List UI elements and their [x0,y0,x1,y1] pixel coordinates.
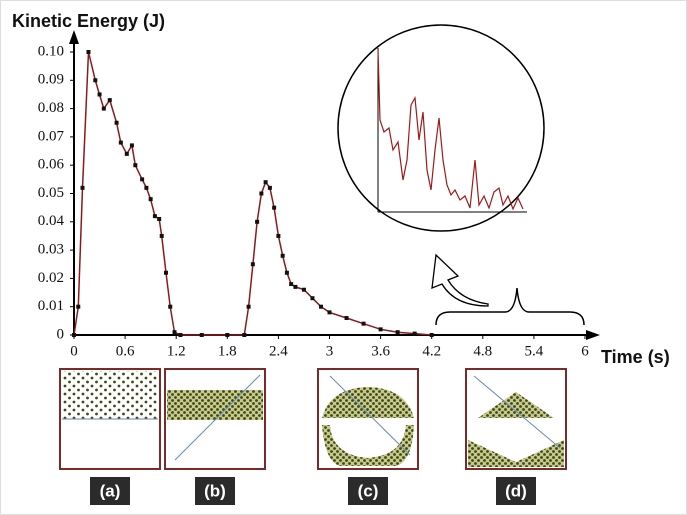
zoom-circle [337,24,545,232]
x-tick-label: 0 [70,343,78,359]
data-point [114,120,119,125]
x-tick-label: 5.4 [525,343,544,359]
data-point [133,163,138,168]
data-point [140,177,145,182]
data-point [280,253,285,258]
y-tick-label: 0.09 [38,72,64,88]
data-point [76,304,81,309]
panel-label-box [348,477,388,505]
x-tick-label: 2.4 [269,343,288,359]
x-tick-label: 0.6 [116,343,135,359]
panel-label-box [195,477,235,505]
data-point [259,191,264,196]
y-tick-label: 0.02 [38,270,64,286]
panel-c [317,368,419,470]
data-point [118,140,123,145]
data-point [344,316,349,321]
panel-b [164,368,266,470]
y-tick-label: 0.08 [38,100,64,116]
data-point [250,262,255,267]
data-point [152,214,157,219]
data-point [242,333,247,337]
data-point [255,219,260,224]
panel-label-box [496,477,536,505]
bracket [435,287,585,326]
data-point [178,333,183,337]
data-point [157,216,162,221]
data-point [107,98,112,103]
data-point [301,287,306,292]
data-point [272,205,277,210]
x-tick-label: 3 [326,343,334,359]
data-point [129,143,134,148]
panel-a [59,368,161,470]
x-tick-label: 4.8 [473,343,492,359]
data-point [284,270,289,275]
data-point [80,185,85,190]
data-point [148,197,153,202]
data-point [276,233,281,238]
data-point [199,333,204,337]
y-tick-label: 0.05 [38,185,64,201]
data-point [310,296,315,301]
panel-d [465,368,567,470]
data-point [163,270,168,275]
data-point [172,330,177,335]
data-point [293,284,298,289]
data-point [225,333,230,337]
y-tick-label: 0 [57,326,65,342]
data-point [144,185,149,190]
zoom-curve [377,49,524,211]
x-tick-label: 4.2 [422,343,441,359]
panel-label-box [90,477,130,505]
data-point [412,331,417,336]
y-tick-label: 0.07 [38,128,65,144]
data-point [361,321,366,326]
data-point [327,310,332,315]
data-point [168,304,173,309]
y-tick-label: 0.04 [38,213,65,229]
y-arrow [69,30,79,44]
x-tick-label: 3.6 [371,343,390,359]
data-point [93,78,98,83]
panel-label: (c) [358,481,379,500]
panel-label: (d) [505,481,527,500]
zoom-arrow [431,253,489,307]
data-point [429,333,434,337]
data-point [378,327,383,332]
x-tick-label: 1.8 [218,343,237,359]
y-tick-label: 0.06 [38,157,65,173]
data-point [267,185,272,190]
chart-title: Kinetic Energy (J) [12,11,165,31]
data-point [72,333,76,337]
data-point [395,330,400,335]
x-tick-label: 1.2 [167,343,186,359]
x-arrow [586,330,600,340]
data-point [159,233,164,238]
y-tick-label: 0.10 [38,43,64,59]
data-point [263,180,268,185]
data-point [101,106,106,111]
data-point [97,92,102,97]
data-point [124,151,129,156]
y-tick-label: 0.01 [38,298,64,314]
data-point [318,304,323,309]
data-point [246,304,251,309]
y-tick-label: 0.03 [38,242,64,258]
x-axis-label: Time (s) [601,347,670,367]
panel-label: (a) [100,481,121,500]
data-point [289,282,294,287]
panel-label: (b) [204,481,226,500]
data-point [86,50,91,54]
x-tick-label: 6 [581,343,589,359]
